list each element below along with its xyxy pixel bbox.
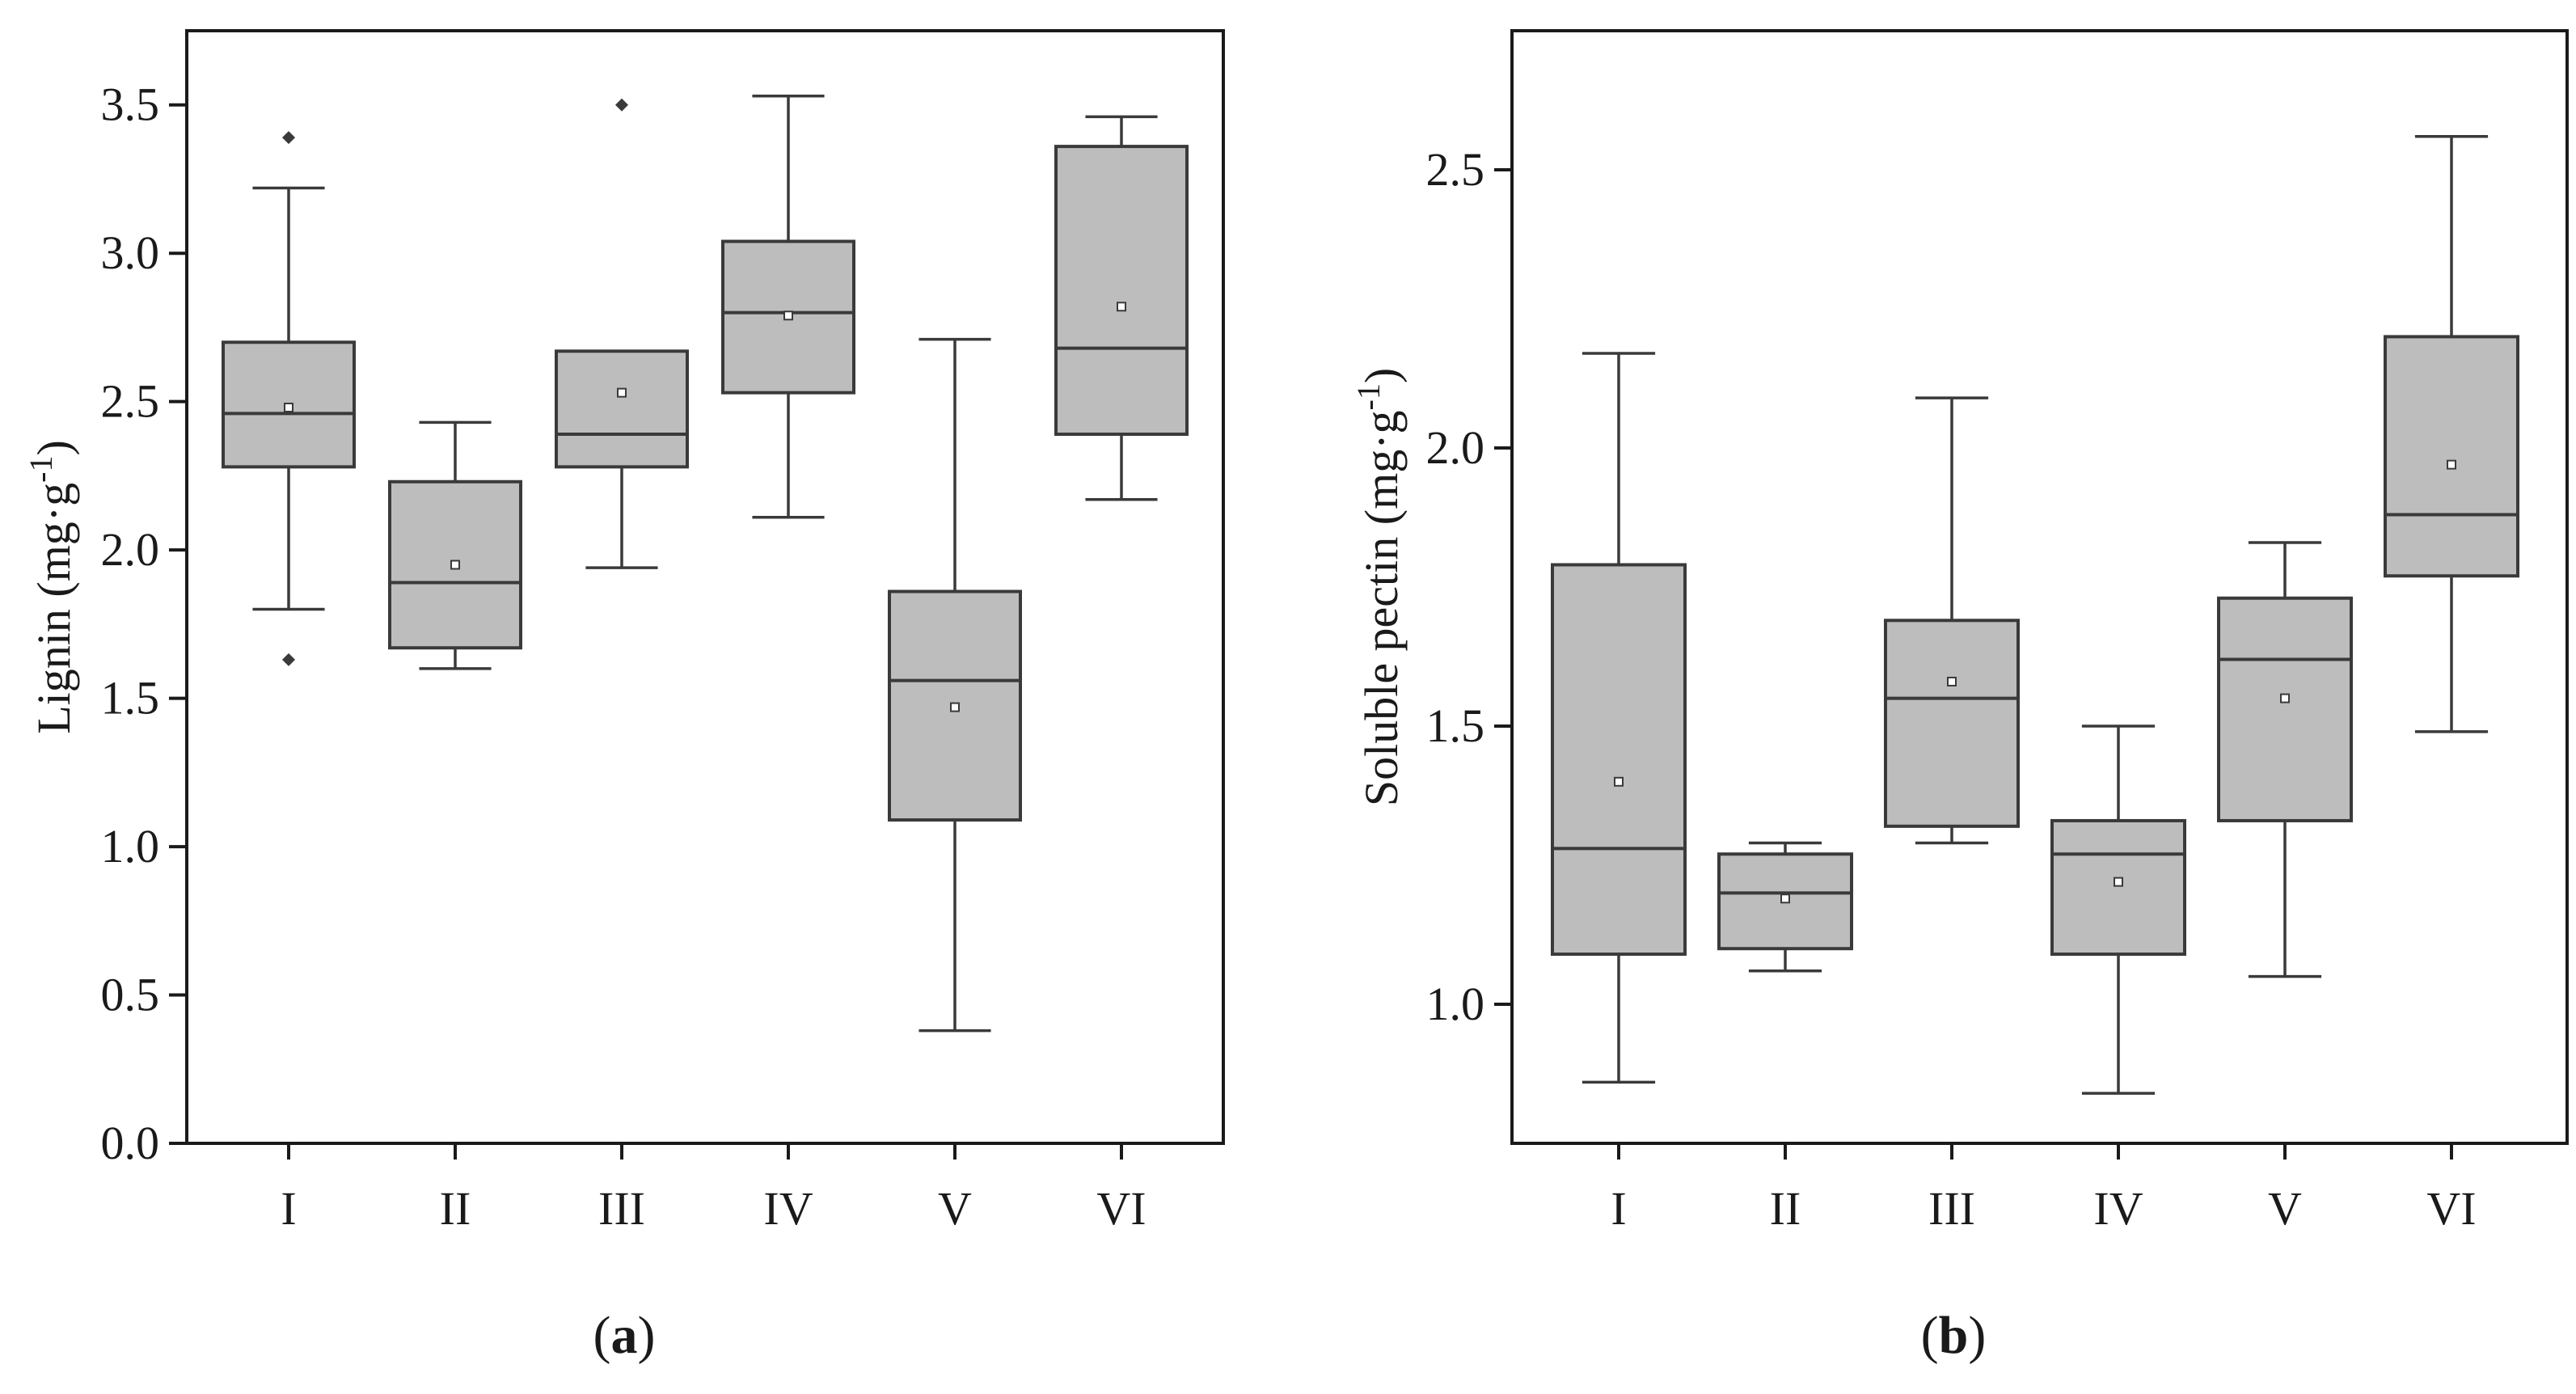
y-tick-label: 3.0 [101, 226, 160, 279]
y-tick-label: 1.5 [1426, 699, 1485, 752]
iqr-box [1884, 619, 2020, 828]
iqr-box [2050, 818, 2186, 957]
y-tick-label: 2.0 [1426, 421, 1485, 474]
box-V [2217, 541, 2353, 978]
mean-marker [284, 403, 293, 413]
box-II [1717, 841, 1853, 973]
mean-marker [1117, 302, 1126, 312]
y-tick-label: 0.5 [101, 969, 160, 1021]
x-tick-label: I [281, 1182, 296, 1235]
x-tick-label: IV [2093, 1182, 2143, 1235]
panel-a-x-ticks: I II III IV V VI [281, 1143, 1147, 1235]
iqr-box [2384, 335, 2519, 578]
box-I [1551, 352, 1687, 1084]
y-tick-label: 0.0 [101, 1117, 160, 1169]
mean-marker [2114, 877, 2123, 887]
outlier-point [282, 131, 295, 145]
panel-b-boxes [1551, 134, 2519, 1095]
panel-a-y-ticks: 0.0 0.5 1.0 1.5 2.0 2.5 3.0 3.5 [101, 78, 187, 1169]
box-I [222, 131, 356, 666]
mean-marker [950, 702, 960, 712]
y-tick-label: 1.0 [101, 820, 160, 872]
panel-a-y-axis-title: Lignin (mg·g-1) [23, 440, 80, 734]
mean-marker [1947, 676, 1957, 686]
outlier-point [615, 98, 628, 112]
panel-a-label: (a) [593, 1306, 656, 1365]
box-V [888, 337, 1022, 1033]
panel-b-plot-frame [1510, 29, 2569, 1145]
box-IV [2050, 724, 2186, 1095]
panel-a-plot-frame [185, 29, 1225, 1145]
panel-b-x-ticks: I II III IV V VI [1611, 1143, 2477, 1235]
mean-marker [2280, 693, 2290, 703]
box-II [388, 420, 522, 670]
x-tick-label: V [938, 1182, 972, 1235]
y-tick-label: 2.5 [101, 375, 160, 428]
x-tick-label: VI [1096, 1182, 1146, 1235]
mean-marker [617, 387, 627, 398]
x-tick-label: III [1928, 1182, 1975, 1235]
box-VI [2384, 134, 2519, 733]
iqr-box [555, 349, 689, 469]
iqr-box [1054, 145, 1189, 437]
box-III [555, 98, 689, 569]
panel-b: 1.01.52.02.5 I II III IV V VI Soluble pectin … [1350, 29, 2569, 1365]
box-III [1884, 396, 2020, 845]
x-tick-label: III [598, 1182, 645, 1235]
mean-marker [1780, 893, 1790, 904]
mean-marker [1614, 776, 1624, 787]
x-tick-label: V [2268, 1182, 2302, 1235]
iqr-box [2217, 596, 2353, 822]
outlier-point [282, 653, 295, 666]
box-VI [1054, 115, 1189, 501]
iqr-box [1551, 563, 1687, 957]
panel-b-label: (b) [1921, 1306, 1987, 1365]
mean-marker [450, 560, 460, 570]
x-tick-label: IV [763, 1182, 813, 1235]
panel-b-y-ticks: 1.0 1.5 2.0 2.5 [1426, 143, 1512, 1030]
x-tick-label: VI [2426, 1182, 2476, 1235]
y-tick-label: 2.0 [101, 523, 160, 576]
y-tick-label: 2.5 [1426, 143, 1485, 196]
panel-a-boxes [222, 94, 1189, 1033]
x-tick-label: II [1770, 1182, 1801, 1235]
box-IV [721, 94, 855, 519]
y-tick-label: 1.5 [101, 672, 160, 724]
y-tick-label: 3.5 [101, 78, 160, 131]
x-tick-label: I [1611, 1182, 1626, 1235]
mean-marker [783, 310, 793, 321]
x-tick-label: II [440, 1182, 471, 1235]
panel-b-y-axis-title: Soluble pectin (mg·g-1) [1350, 368, 1408, 806]
mean-marker [2447, 459, 2456, 470]
panel-a: 0.00.51.01.52.02.53.03.5 I II III IV V VI Lig… [23, 29, 1225, 1365]
y-tick-label: 1.0 [1426, 978, 1485, 1030]
